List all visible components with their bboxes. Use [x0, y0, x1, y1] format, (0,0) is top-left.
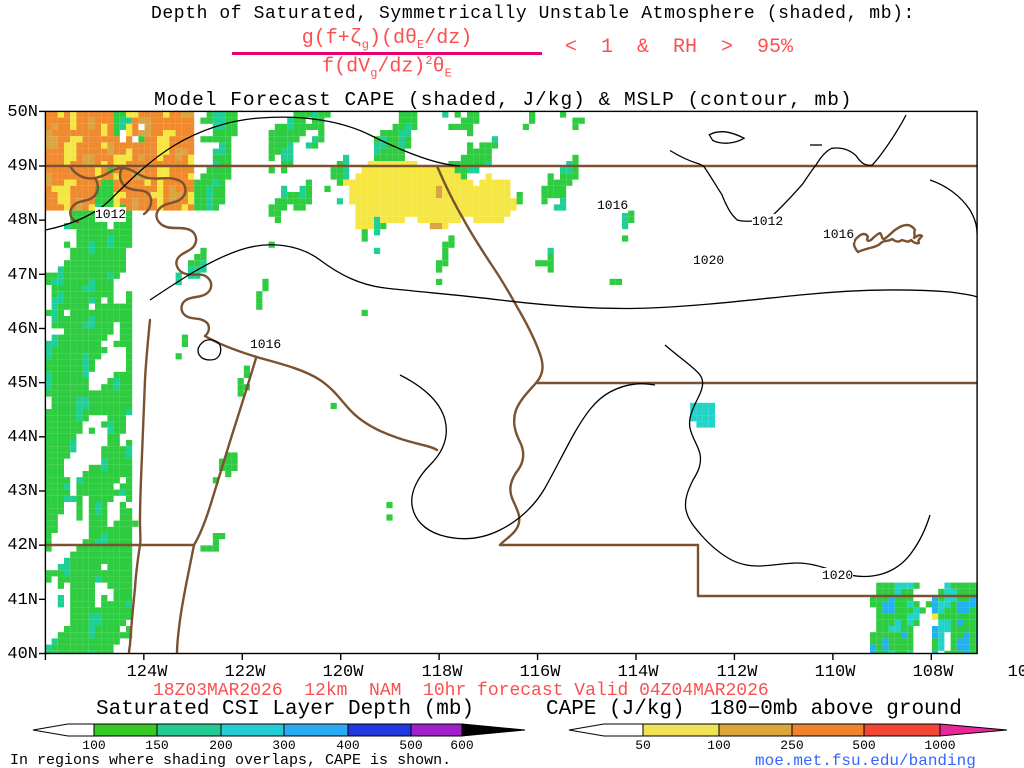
svg-text:250: 250 — [780, 738, 803, 753]
svg-text:100: 100 — [707, 738, 730, 753]
svg-text:50: 50 — [635, 738, 651, 753]
svg-text:500: 500 — [852, 738, 875, 753]
svg-text:1000: 1000 — [924, 738, 955, 753]
